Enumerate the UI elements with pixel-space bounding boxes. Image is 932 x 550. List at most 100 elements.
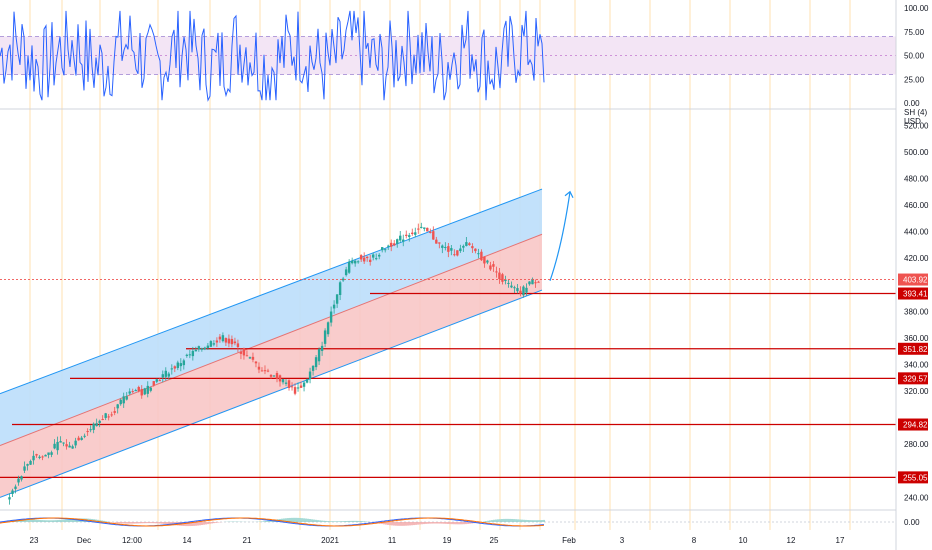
regression-channel — [0, 188, 543, 498]
candle-body — [89, 429, 92, 431]
candle-body — [450, 248, 453, 251]
candle-body — [275, 373, 279, 379]
candle-body — [371, 254, 375, 258]
candle-body — [200, 348, 204, 350]
last-price-tag: 403.92 — [898, 273, 928, 286]
candle-body — [531, 278, 534, 285]
candle-body — [269, 374, 273, 377]
candle-body — [56, 441, 59, 451]
candle-body — [203, 347, 207, 350]
date-tick-label: 14 — [183, 536, 192, 545]
candle-body — [287, 380, 291, 388]
candle-body — [68, 445, 71, 448]
candles — [8, 222, 540, 505]
candle-body — [11, 490, 14, 494]
candle-body — [356, 261, 360, 263]
candle-body — [221, 335, 225, 342]
level-price-tag-text: 393.41 — [903, 290, 928, 299]
candle-body — [278, 375, 282, 382]
candle-body — [155, 379, 158, 382]
date-tick-label: 25 — [490, 536, 499, 545]
candle-body — [456, 250, 459, 256]
level-price-tag-background — [898, 418, 928, 431]
candle-body — [188, 354, 192, 356]
last-price-tag-background — [898, 273, 928, 286]
candle-body — [453, 254, 456, 256]
candle-body — [483, 256, 486, 264]
candle-body — [489, 265, 492, 270]
date-tick-label: 21 — [243, 536, 252, 545]
candle-body — [146, 385, 149, 394]
candle-body — [53, 443, 56, 449]
price-axis[interactable]: SH (4) USD 100.00 75.00 50.00 25.00 0.00 240.… — [895, 0, 932, 550]
oscillator-tick-label: 0.00 — [904, 99, 920, 108]
projection-arrow — [549, 190, 574, 281]
candle-body — [435, 239, 438, 244]
macd-line — [0, 517, 545, 527]
candle-body — [399, 235, 402, 241]
candle-body — [104, 413, 107, 418]
candle-body — [417, 228, 420, 230]
candle-body — [158, 380, 161, 382]
candle-body — [522, 286, 525, 296]
candle-body — [236, 343, 240, 348]
candle-body — [266, 370, 270, 372]
candle-body — [519, 290, 522, 294]
candle-body — [299, 385, 303, 388]
candle-body — [396, 239, 399, 244]
candle-body — [338, 282, 342, 295]
candle-body — [80, 437, 83, 440]
candle-body — [308, 371, 312, 380]
candle-body — [77, 437, 80, 441]
date-tick-label: 11 — [388, 536, 397, 545]
candle-body — [17, 478, 20, 483]
candle-body — [501, 274, 504, 282]
candle-body — [302, 382, 306, 387]
candle-body — [465, 242, 468, 246]
level-price-tag-background — [898, 471, 928, 484]
candle-body — [350, 260, 354, 264]
candle-body — [507, 282, 510, 284]
level-price-tag-text: 351.82 — [903, 345, 928, 354]
candle-body — [429, 231, 432, 233]
candle-body — [528, 281, 531, 285]
candle-body — [224, 338, 228, 343]
candle-body — [32, 455, 35, 461]
candle-body — [176, 362, 180, 369]
candle-body — [131, 391, 134, 393]
price-scale-heading: SH (4) — [904, 108, 927, 117]
candle-body — [317, 348, 321, 362]
candle-body — [260, 370, 264, 372]
candle-body — [423, 227, 426, 229]
candle-body — [387, 245, 390, 247]
candle-body — [516, 288, 519, 292]
level-price-tag: 351.82 — [898, 342, 928, 355]
candle-body — [62, 442, 65, 444]
candle-body — [474, 248, 477, 252]
level-price-tag-text: 255.05 — [903, 473, 928, 482]
candle-body — [444, 246, 447, 248]
candle-body — [149, 387, 152, 391]
candle-body — [8, 497, 11, 500]
date-axis[interactable]: 23 Dec 12:00 14 21 2021 11 19 25 Feb 3 8 10 12 17 — [30, 536, 845, 545]
candle-body — [459, 248, 462, 252]
date-tick-label: 17 — [836, 536, 845, 545]
candle-body — [329, 311, 333, 323]
candle-body — [161, 374, 164, 378]
candle-body — [353, 260, 357, 264]
candle-body — [50, 452, 53, 455]
price-tick-label: 380.00 — [904, 307, 929, 316]
last-price-tag-text: 403.92 — [903, 276, 928, 285]
level-price-tag-background — [898, 287, 928, 300]
candle-body — [480, 251, 483, 261]
candle-body — [390, 242, 393, 247]
level-price-tag-background — [898, 372, 928, 385]
date-tick-label: 12:00 — [122, 536, 143, 545]
candle-body — [305, 379, 309, 383]
date-tick-label: 8 — [692, 536, 697, 545]
channel-lower-band — [0, 234, 542, 498]
candle-body — [29, 460, 32, 465]
candle-body — [179, 363, 183, 367]
candle-body — [402, 239, 405, 242]
